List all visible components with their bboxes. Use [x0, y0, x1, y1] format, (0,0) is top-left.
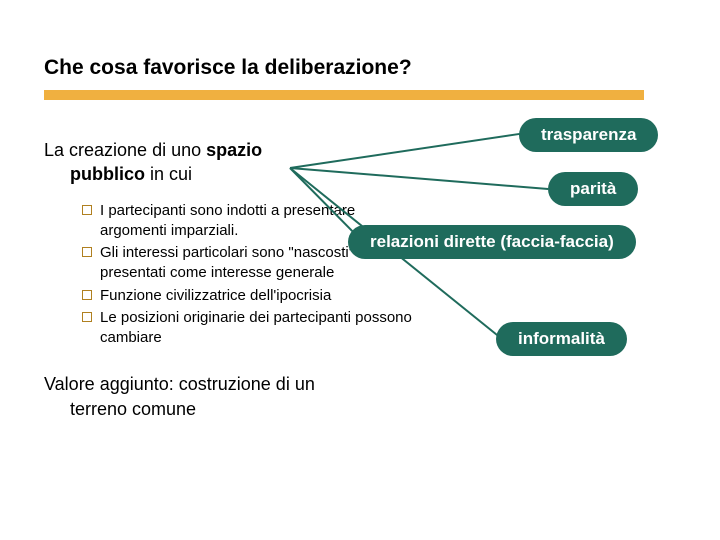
bullet-marker-icon	[82, 312, 92, 322]
title-underline	[44, 90, 644, 100]
subtitle-line1-bold: spazio	[206, 140, 262, 160]
bullet-text: Le posizioni originarie dei partecipanti…	[100, 308, 422, 349]
subtitle-line1-prefix: La creazione di uno	[44, 140, 206, 160]
footer-text: Valore aggiunto: costruzione di un terre…	[44, 372, 676, 421]
pill-trasparenza: trasparenza	[519, 118, 658, 152]
bullet-marker-icon	[82, 290, 92, 300]
subtitle-line2-suffix: in cui	[145, 164, 192, 184]
pill-relazioni: relazioni dirette (faccia-faccia)	[348, 225, 636, 259]
pill-informalita: informalità	[496, 322, 627, 356]
footer-line2: terreno comune	[44, 397, 196, 421]
bullet-marker-icon	[82, 205, 92, 215]
list-item: Funzione civilizzatrice dell'ipocrisia	[82, 286, 422, 306]
slide-title: Che cosa favorisce la deliberazione?	[44, 56, 676, 80]
footer-line1: Valore aggiunto: costruzione di un	[44, 374, 315, 394]
subtitle-line2-bold: pubblico	[70, 164, 145, 184]
bullet-text: Funzione civilizzatrice dell'ipocrisia	[100, 286, 331, 306]
list-item: Le posizioni originarie dei partecipanti…	[82, 308, 422, 349]
pill-parita: parità	[548, 172, 638, 206]
bullet-marker-icon	[82, 247, 92, 257]
